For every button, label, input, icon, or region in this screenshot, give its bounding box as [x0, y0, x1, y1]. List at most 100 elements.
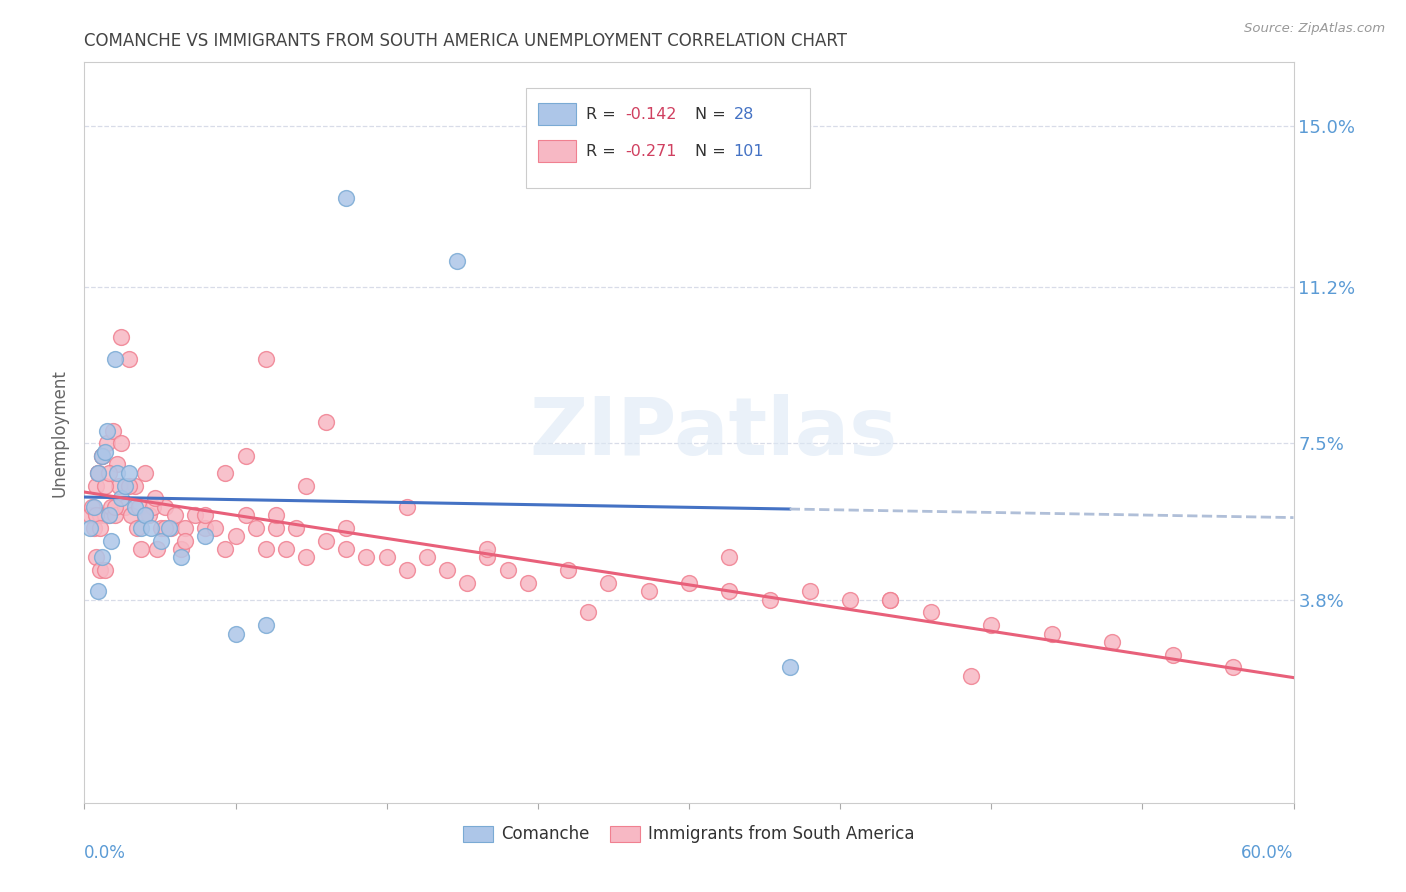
Text: COMANCHE VS IMMIGRANTS FROM SOUTH AMERICA UNEMPLOYMENT CORRELATION CHART: COMANCHE VS IMMIGRANTS FROM SOUTH AMERIC…	[84, 32, 848, 50]
Point	[100, 533, 122, 548]
Point	[496, 563, 519, 577]
Point	[104, 500, 127, 514]
Point	[105, 466, 128, 480]
Point	[235, 449, 257, 463]
Text: Source: ZipAtlas.com: Source: ZipAtlas.com	[1244, 22, 1385, 36]
Text: 28: 28	[734, 107, 754, 122]
Point	[114, 478, 136, 492]
Point	[416, 550, 439, 565]
Point	[315, 533, 337, 548]
Point	[1040, 626, 1063, 640]
Text: 60.0%: 60.0%	[1241, 844, 1294, 862]
Point	[142, 500, 165, 514]
Point	[146, 541, 169, 556]
Point	[214, 466, 236, 480]
Point	[557, 563, 579, 577]
Text: 101: 101	[734, 144, 765, 159]
Point	[134, 508, 156, 522]
Point	[100, 500, 122, 514]
Point	[107, 478, 129, 492]
Point	[96, 424, 118, 438]
Point	[96, 436, 118, 450]
Point	[779, 660, 801, 674]
Point	[87, 584, 110, 599]
Point	[254, 351, 277, 366]
Point	[79, 508, 101, 522]
Point	[170, 550, 193, 565]
Point	[758, 592, 780, 607]
Point	[153, 521, 176, 535]
Point	[456, 575, 478, 590]
Point	[118, 466, 141, 480]
Point	[89, 508, 111, 522]
Point	[254, 541, 277, 556]
Point	[110, 436, 132, 450]
Point	[174, 533, 197, 548]
Point	[157, 521, 180, 535]
Point	[89, 521, 111, 535]
Point	[1222, 660, 1244, 674]
Point	[839, 592, 862, 607]
Point	[114, 500, 136, 514]
Point	[101, 424, 124, 438]
Point	[576, 606, 599, 620]
Point	[97, 508, 120, 522]
Point	[86, 478, 108, 492]
Point	[86, 508, 108, 522]
Point	[718, 550, 741, 565]
Point	[83, 500, 105, 514]
Point	[93, 508, 115, 522]
Text: ZIPatlas: ZIPatlas	[529, 393, 897, 472]
Point	[139, 521, 162, 535]
Point	[295, 550, 318, 565]
Point	[264, 508, 287, 522]
Point	[91, 449, 114, 463]
Point	[204, 521, 226, 535]
Point	[120, 508, 142, 522]
Point	[446, 254, 468, 268]
Point	[395, 500, 418, 514]
Point	[194, 508, 217, 522]
Point	[93, 444, 115, 458]
Point	[93, 478, 115, 492]
Point	[91, 449, 114, 463]
Point	[879, 592, 901, 607]
Point	[79, 521, 101, 535]
Text: -0.271: -0.271	[624, 144, 676, 159]
Point	[285, 521, 308, 535]
Point	[356, 550, 378, 565]
Point	[245, 521, 267, 535]
Point	[149, 521, 172, 535]
Point	[598, 575, 620, 590]
Point	[87, 466, 110, 480]
Point	[235, 508, 257, 522]
Point	[83, 521, 105, 535]
Point	[110, 330, 132, 344]
Point	[315, 415, 337, 429]
Point	[129, 521, 152, 535]
Point	[118, 351, 141, 366]
Point	[165, 508, 187, 522]
Point	[97, 466, 120, 480]
Point	[153, 500, 176, 514]
Point	[105, 458, 128, 472]
Text: R =: R =	[586, 107, 616, 122]
Point	[960, 669, 983, 683]
Point	[980, 618, 1002, 632]
Point	[335, 191, 357, 205]
Point	[134, 508, 156, 522]
Point	[477, 550, 499, 565]
Y-axis label: Unemployment: Unemployment	[51, 368, 69, 497]
Point	[87, 466, 110, 480]
Point	[104, 508, 127, 522]
Point	[91, 550, 114, 565]
Point	[516, 575, 538, 590]
FancyBboxPatch shape	[526, 88, 810, 188]
Point	[91, 449, 114, 463]
Point	[335, 521, 357, 535]
Point	[254, 618, 277, 632]
Point	[134, 466, 156, 480]
Text: N =: N =	[695, 144, 725, 159]
Point	[225, 529, 247, 543]
Point	[375, 550, 398, 565]
